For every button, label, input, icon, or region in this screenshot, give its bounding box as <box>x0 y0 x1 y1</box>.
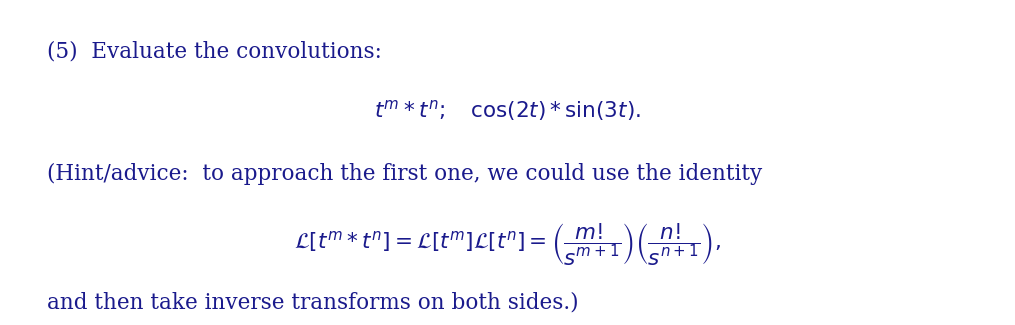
Text: (5)  Evaluate the convolutions:: (5) Evaluate the convolutions: <box>47 40 382 62</box>
Text: and then take inverse transforms on both sides.): and then take inverse transforms on both… <box>47 292 579 313</box>
Text: $t^m * t^n;\quad \cos(2t) * \sin(3t).$: $t^m * t^n;\quad \cos(2t) * \sin(3t).$ <box>375 98 640 123</box>
Text: (Hint/advice:  to approach the first one, we could use the identity: (Hint/advice: to approach the first one,… <box>47 162 762 185</box>
Text: $\mathcal{L}[t^m * t^n] = \mathcal{L}[t^m]\mathcal{L}[t^n] = \left(\dfrac{m!}{s^: $\mathcal{L}[t^m * t^n] = \mathcal{L}[t^… <box>294 222 721 268</box>
